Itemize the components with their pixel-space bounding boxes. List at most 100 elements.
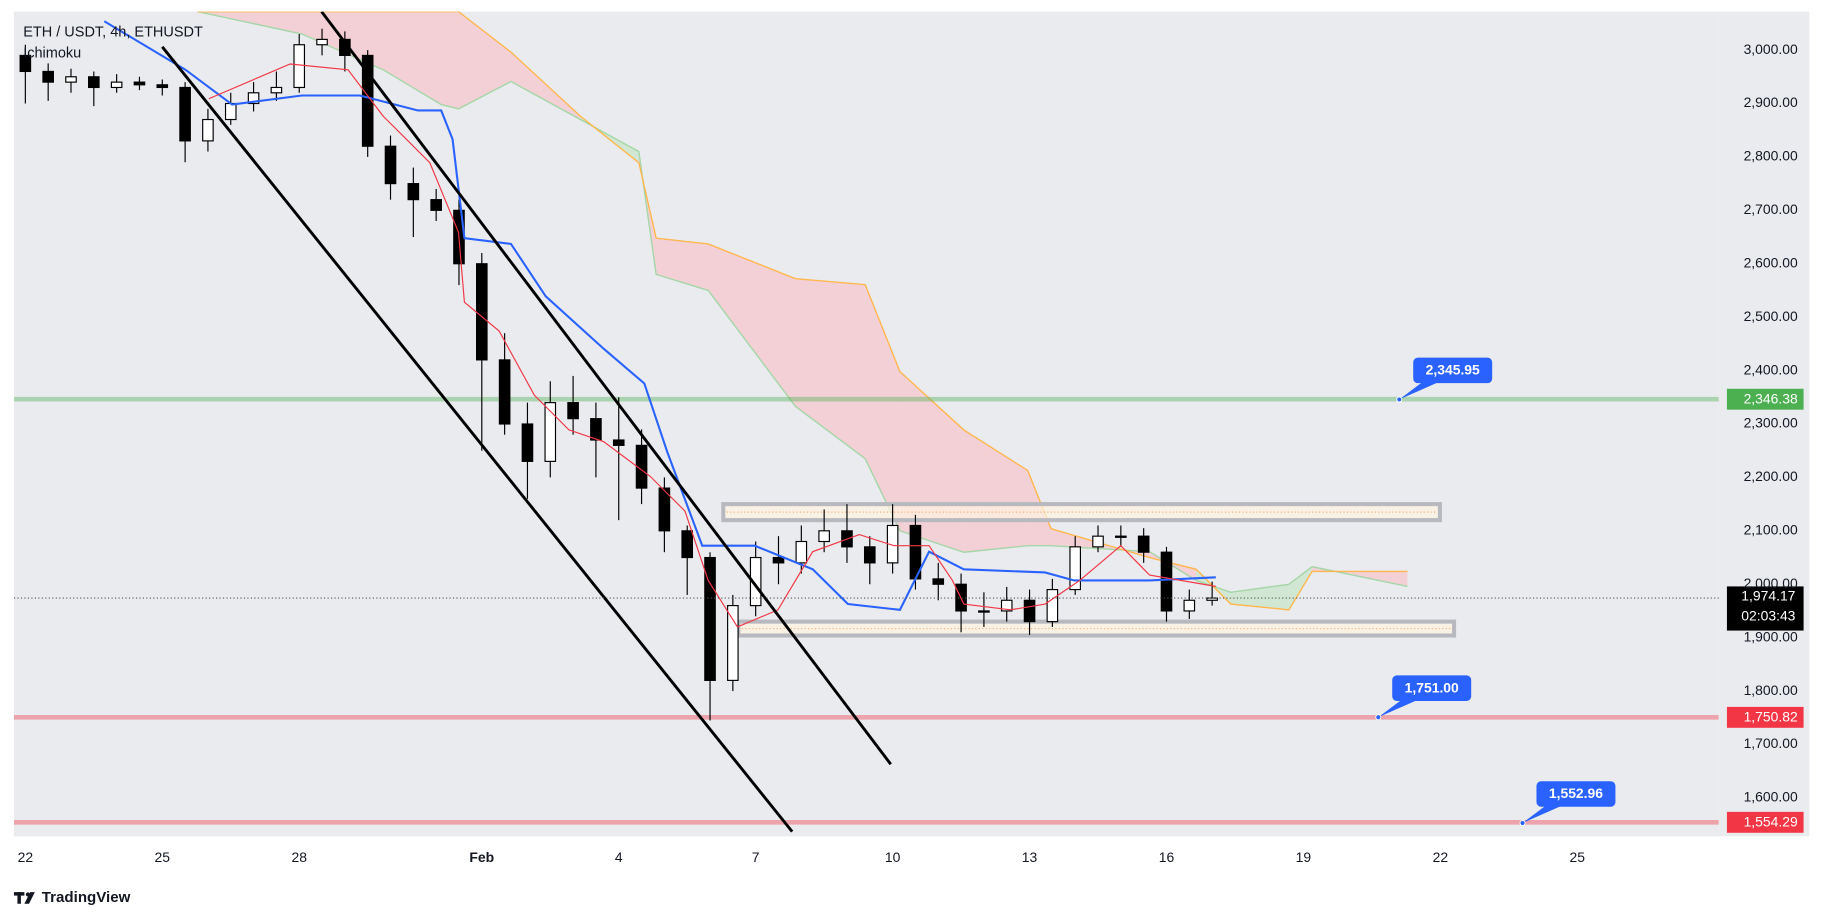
candle-body (407, 183, 420, 201)
candle-body (179, 86, 191, 142)
y-tick-label: 2,000.00 (1744, 575, 1798, 591)
tenkan-line (208, 63, 1216, 628)
x-tick-label: 7 (752, 849, 760, 865)
cloud-fill (656, 238, 709, 291)
candle-body (1115, 535, 1127, 538)
x-tick-label: 25 (155, 849, 171, 865)
x-tick-label: 19 (1296, 849, 1312, 865)
x-tick-label: 22 (18, 849, 34, 865)
brand-name: TradingView (42, 889, 131, 906)
candle-body (1069, 546, 1082, 591)
trend-line (320, 11, 892, 766)
level-price-label: 1,554.29 (1744, 814, 1798, 830)
level-price-box (1726, 811, 1804, 833)
callout-point (1519, 820, 1526, 827)
x-tick-label: Feb (469, 849, 494, 865)
candle-body (567, 402, 579, 420)
candle-body (658, 487, 671, 532)
candle-body (384, 145, 397, 185)
callout-label: 2,345.95 (1426, 362, 1480, 378)
y-tick-label: 2,800.00 (1744, 148, 1798, 164)
x-tick-label: 25 (1570, 849, 1586, 865)
candle-body (727, 605, 739, 681)
candle-body (795, 540, 808, 564)
level-price-box (1726, 706, 1804, 728)
level-price-label: 2,346.38 (1744, 390, 1798, 406)
cloud-fill (383, 11, 442, 105)
candle-body (156, 84, 169, 89)
candle-body (544, 402, 557, 462)
last-price-box (1726, 586, 1804, 631)
candle-body (65, 76, 77, 83)
cloud-fill (708, 243, 796, 407)
candle-body (202, 118, 214, 142)
y-tick-label: 2,500.00 (1744, 308, 1798, 324)
candle-body (521, 423, 534, 462)
candle-body (1183, 599, 1196, 612)
y-tick-label: 1,900.00 (1744, 628, 1798, 644)
y-tick-label: 2,100.00 (1744, 522, 1798, 538)
candle-body (430, 199, 442, 211)
candle-body (1137, 535, 1150, 553)
candle-body (772, 556, 785, 564)
price-axis-background (1718, 11, 1810, 837)
candle-body (88, 76, 100, 89)
brand-logo (13, 892, 35, 904)
trend-line (161, 45, 794, 833)
y-tick-label: 2,600.00 (1744, 254, 1798, 270)
candle-body (498, 359, 511, 425)
candle-body (681, 530, 694, 559)
candle-body (293, 44, 306, 89)
cloud-fill (795, 278, 866, 459)
callout-box (1536, 781, 1616, 807)
y-tick-label: 3,000.00 (1744, 41, 1798, 57)
y-tick-label: 2,200.00 (1744, 468, 1798, 484)
candle-body (1092, 535, 1104, 548)
candle-body (612, 439, 625, 446)
callout-label: 1,751.00 (1405, 679, 1459, 695)
overlay: 1,974.17 02:03:43 2,346.38 1,750.82 1,554.29… (1375, 357, 1804, 833)
cloud-fill (458, 11, 511, 109)
callout-point (1375, 714, 1382, 721)
legend-title: ETH / USDT, 4h, ETHUSDT (23, 24, 203, 40)
candle-body (590, 418, 602, 441)
candle-body (978, 610, 990, 613)
candle-body (270, 86, 283, 94)
candle-body (247, 92, 260, 105)
level-price-label: 1,750.82 (1744, 709, 1798, 725)
cloud-fill (441, 11, 459, 109)
y-tick-label: 2,400.00 (1744, 361, 1798, 377)
candle-body (361, 54, 374, 147)
zone (736, 619, 1457, 638)
legend-indicator: Ichimoku (23, 45, 81, 61)
candle-body (818, 530, 830, 543)
kijun-line (103, 20, 1216, 611)
y-tick-label: 2,700.00 (1744, 201, 1798, 217)
candle-body (19, 54, 32, 73)
callout-point (1396, 396, 1403, 403)
callout-label: 1,552.96 (1549, 785, 1603, 801)
candle-body (749, 556, 762, 607)
level-price-box (1726, 388, 1804, 410)
callout-box (1392, 675, 1472, 701)
callout-box (1413, 357, 1493, 384)
candle-body (1046, 588, 1059, 623)
plot (13, 11, 1719, 833)
x-tick-label: 16 (1159, 849, 1175, 865)
x-tick-label: 28 (291, 849, 307, 865)
callout-pointer (1378, 699, 1418, 718)
candle-body (42, 70, 54, 83)
candle-body (1000, 599, 1013, 612)
candle-body (475, 263, 488, 361)
senkou-span-b (197, 11, 1408, 611)
callout-pointer (1399, 382, 1439, 400)
x-tick-label: 22 (1433, 849, 1449, 865)
candle-body (932, 578, 945, 585)
candle-body (316, 38, 328, 46)
candle-body (1160, 551, 1173, 612)
cloud-fill (865, 284, 900, 531)
candle-body (133, 81, 146, 86)
x-tick-label: 13 (1022, 849, 1038, 865)
